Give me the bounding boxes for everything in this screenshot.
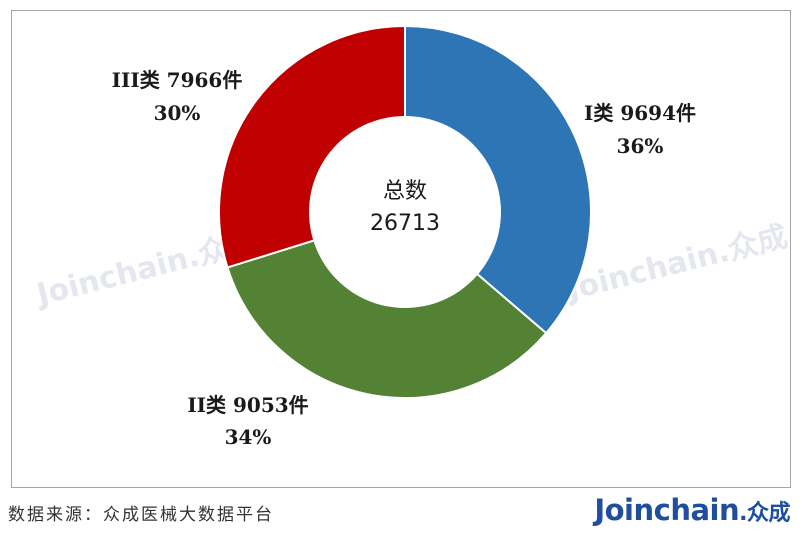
label-class-i-count: I类 9694件 — [584, 101, 696, 125]
label-class-iii-percent: 30% — [154, 101, 201, 125]
brand-logo: Joinchain.众成 — [594, 493, 790, 527]
label-class-i-percent: 36% — [617, 134, 664, 158]
center-title: 总数 — [383, 179, 427, 204]
label-class-ii-count: II类 9053件 — [187, 393, 308, 417]
watermark-text: Joinchain.众成 — [562, 219, 792, 308]
label-class-iii-count: III类 7966件 — [112, 68, 243, 92]
brand-logo-cn: .众成 — [739, 501, 790, 526]
label-class-ii-percent: 34% — [225, 425, 272, 449]
donut-hole — [309, 116, 501, 308]
data-source-note: 数据来源：众成医械大数据平台 — [8, 505, 274, 525]
slice-class-i — [404, 24, 592, 335]
center-value: 26713 — [370, 211, 440, 236]
brand-logo-text: Joinchain — [594, 493, 740, 527]
